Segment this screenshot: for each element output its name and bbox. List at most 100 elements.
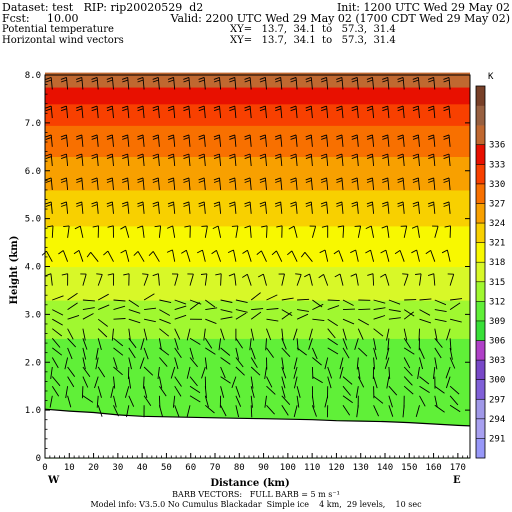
x-tick-label: 160 (425, 463, 441, 473)
wind-barb (434, 299, 447, 306)
wind-barb (96, 395, 99, 408)
wind-barb (290, 177, 298, 190)
theta-band (45, 386, 470, 390)
wind-barb (397, 76, 405, 90)
wind-barb (403, 357, 411, 369)
wind-barb (351, 153, 359, 167)
wind-barb (45, 273, 53, 286)
wind-barb (419, 357, 424, 370)
wind-barb (312, 357, 322, 366)
wind-barb (113, 366, 123, 376)
theta-band (45, 321, 470, 325)
colorbar-swatch (476, 203, 485, 224)
wind-barb (106, 201, 114, 214)
wind-barb (49, 395, 53, 408)
wind-barb (434, 318, 447, 323)
theta-band (45, 352, 470, 356)
wind-barb (60, 76, 69, 90)
theta-band (45, 297, 470, 301)
wind-barb (305, 105, 313, 119)
theta-band (45, 273, 470, 277)
wind-barb (419, 347, 425, 359)
theta-band (45, 134, 470, 138)
wind-barb (367, 273, 375, 286)
wind-barb (121, 76, 130, 90)
wind-barb (107, 273, 115, 286)
wind-barb (73, 250, 84, 262)
wind-barb (265, 338, 267, 351)
wind-barb (250, 328, 255, 341)
theta-band (45, 122, 470, 126)
wind-barb (373, 307, 386, 311)
wind-barb (126, 405, 130, 418)
theta-band (45, 161, 470, 165)
theta-band (45, 338, 470, 342)
wind-barb (184, 225, 191, 238)
wind-barb (67, 328, 74, 340)
wind-barb (152, 76, 160, 90)
wind-barb (290, 201, 298, 214)
wind-barb (276, 225, 283, 238)
wind-barb (61, 273, 69, 286)
wind-barb (417, 366, 420, 379)
wind-barb (290, 134, 298, 147)
theta-band (45, 187, 470, 191)
colorbar-swatch (476, 164, 485, 185)
wind-barb (204, 395, 209, 408)
theta-band (45, 180, 470, 184)
wind-barb (327, 347, 339, 355)
wind-barb (121, 201, 130, 214)
wind-barb (91, 177, 99, 190)
wind-barb (244, 177, 252, 190)
theta-band (45, 259, 470, 263)
wind-barb (403, 328, 408, 341)
wind-barb (281, 366, 287, 379)
wind-barb (397, 105, 405, 119)
wind-barb (434, 357, 438, 370)
wind-barb (311, 405, 317, 417)
wind-barb (264, 366, 267, 379)
theta-band (45, 390, 470, 394)
x-tick-label: 150 (401, 463, 417, 473)
wind-barb (67, 347, 73, 360)
wind-barb (388, 317, 401, 320)
colorbar-border (475, 85, 486, 459)
wind-barb (205, 307, 218, 311)
wind-barb (174, 405, 180, 417)
wind-barb (159, 357, 168, 367)
wind-barb (257, 273, 267, 286)
wind-barb (64, 357, 69, 370)
wind-barb (189, 357, 198, 368)
wind-barb (443, 201, 451, 214)
wind-barb (220, 357, 231, 365)
wind-barb (220, 347, 231, 356)
wind-barb (281, 405, 289, 416)
wind-barb (167, 225, 176, 238)
wind-barb (189, 376, 198, 387)
wind-barb (52, 347, 63, 356)
theta-band (45, 127, 470, 131)
wind-barb (419, 395, 426, 407)
theta-band (45, 72, 470, 76)
wind-barb (281, 386, 286, 398)
wind-barb (159, 318, 171, 325)
wind-barb (334, 273, 344, 286)
wind-barb (281, 309, 293, 316)
wind-barb (106, 153, 114, 167)
wind-barb (356, 357, 359, 370)
theta-band (45, 331, 470, 335)
theta-band (45, 125, 470, 129)
wind-barb (351, 177, 359, 190)
wind-barb (354, 338, 359, 350)
theta-band (45, 290, 470, 294)
theta-band (45, 369, 470, 373)
wind-barb (382, 76, 390, 90)
wind-barb (281, 328, 284, 341)
wind-barb (281, 347, 291, 358)
wind-barb (213, 76, 222, 90)
wind-barb (121, 105, 130, 119)
wind-barb (205, 299, 216, 308)
wind-barb (174, 357, 179, 370)
wind-barb (251, 308, 264, 311)
wind-barb (320, 177, 329, 190)
